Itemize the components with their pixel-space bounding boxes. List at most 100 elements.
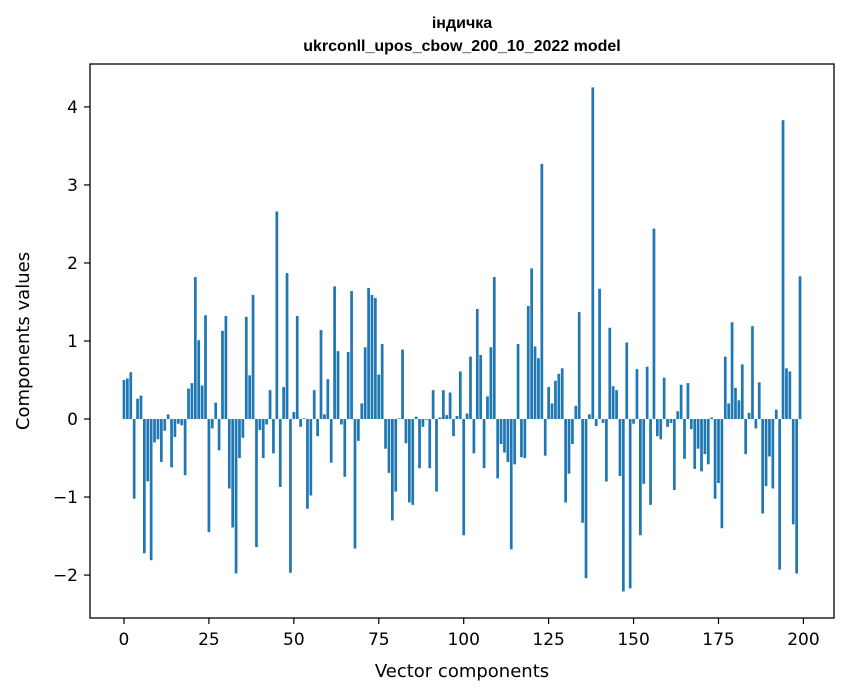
bar <box>452 419 455 437</box>
bar <box>628 419 632 589</box>
bar <box>407 419 411 503</box>
bar <box>319 330 323 420</box>
bar <box>526 305 530 420</box>
y-tick-label: 3 <box>67 176 78 196</box>
bar <box>554 380 557 420</box>
bar <box>679 384 683 420</box>
bar <box>608 327 612 420</box>
y-tick-label: 0 <box>67 410 78 430</box>
bar <box>645 366 649 420</box>
bar <box>659 419 663 440</box>
bar <box>357 419 360 441</box>
bar <box>360 403 364 420</box>
bar <box>268 390 272 420</box>
bar <box>520 419 523 458</box>
bar <box>190 383 194 420</box>
bar <box>187 388 190 420</box>
bar <box>285 273 289 420</box>
y-tick-label: 1 <box>67 332 78 352</box>
bar <box>159 419 163 462</box>
bar <box>798 276 802 420</box>
bar <box>503 419 506 453</box>
bar <box>618 419 622 476</box>
x-tick-label: 0 <box>119 630 130 650</box>
bar <box>700 419 703 472</box>
bar <box>751 326 754 420</box>
bar <box>547 387 550 420</box>
bar <box>761 419 765 514</box>
bar <box>540 163 544 420</box>
bar <box>180 419 184 426</box>
y-axis-label: Components values <box>13 252 34 430</box>
x-tick-label: 150 <box>617 630 649 650</box>
bar <box>774 409 778 420</box>
bar <box>139 395 143 420</box>
bar <box>666 419 669 427</box>
bar <box>475 309 479 420</box>
bar <box>574 405 578 420</box>
bar <box>424 419 428 420</box>
bar <box>126 378 129 420</box>
x-tick-label: 75 <box>368 630 390 650</box>
bar <box>323 414 326 420</box>
bar <box>530 268 533 420</box>
bar <box>778 419 781 570</box>
y-tick-label: −1 <box>53 488 78 508</box>
bar <box>289 419 292 573</box>
bar <box>278 419 282 487</box>
bar <box>537 358 540 420</box>
x-tick-label: 200 <box>787 630 819 650</box>
bar <box>499 419 503 444</box>
bar <box>550 403 554 420</box>
bar <box>734 387 737 420</box>
bar <box>265 419 269 425</box>
bar <box>207 419 211 533</box>
bar <box>584 419 588 579</box>
bar <box>282 387 285 420</box>
bar <box>754 419 758 429</box>
bar <box>635 369 639 420</box>
bar <box>696 419 700 449</box>
bar <box>757 382 761 420</box>
bar <box>571 419 574 444</box>
bar <box>469 356 472 420</box>
bar <box>214 402 218 420</box>
bar <box>703 419 707 455</box>
bar <box>326 379 330 420</box>
bar <box>543 419 547 456</box>
bar <box>693 419 697 469</box>
bar <box>367 287 370 420</box>
bar <box>333 286 336 420</box>
bar <box>272 419 275 454</box>
bar <box>689 419 693 430</box>
bar <box>428 419 432 469</box>
bar <box>312 390 316 420</box>
bar <box>299 419 302 427</box>
bar <box>132 419 136 499</box>
bar <box>720 419 724 529</box>
bar <box>336 351 340 420</box>
bar <box>404 419 408 444</box>
bar <box>727 403 731 420</box>
bar <box>458 371 462 420</box>
bar <box>523 419 527 459</box>
y-tick-label: −2 <box>53 566 78 586</box>
bar <box>713 419 717 499</box>
bar <box>210 419 214 429</box>
bar <box>295 316 299 420</box>
bar <box>730 322 734 420</box>
bar <box>200 385 204 420</box>
bar <box>768 419 771 457</box>
bar <box>581 419 584 523</box>
bar <box>706 419 710 465</box>
bar <box>683 419 686 459</box>
bar <box>350 291 353 420</box>
bar <box>156 419 160 440</box>
bar <box>227 419 231 489</box>
bar <box>516 344 520 420</box>
bar <box>472 419 476 454</box>
bar <box>309 419 313 496</box>
bars-group <box>122 87 802 592</box>
bar <box>639 419 642 536</box>
bar <box>146 419 150 482</box>
